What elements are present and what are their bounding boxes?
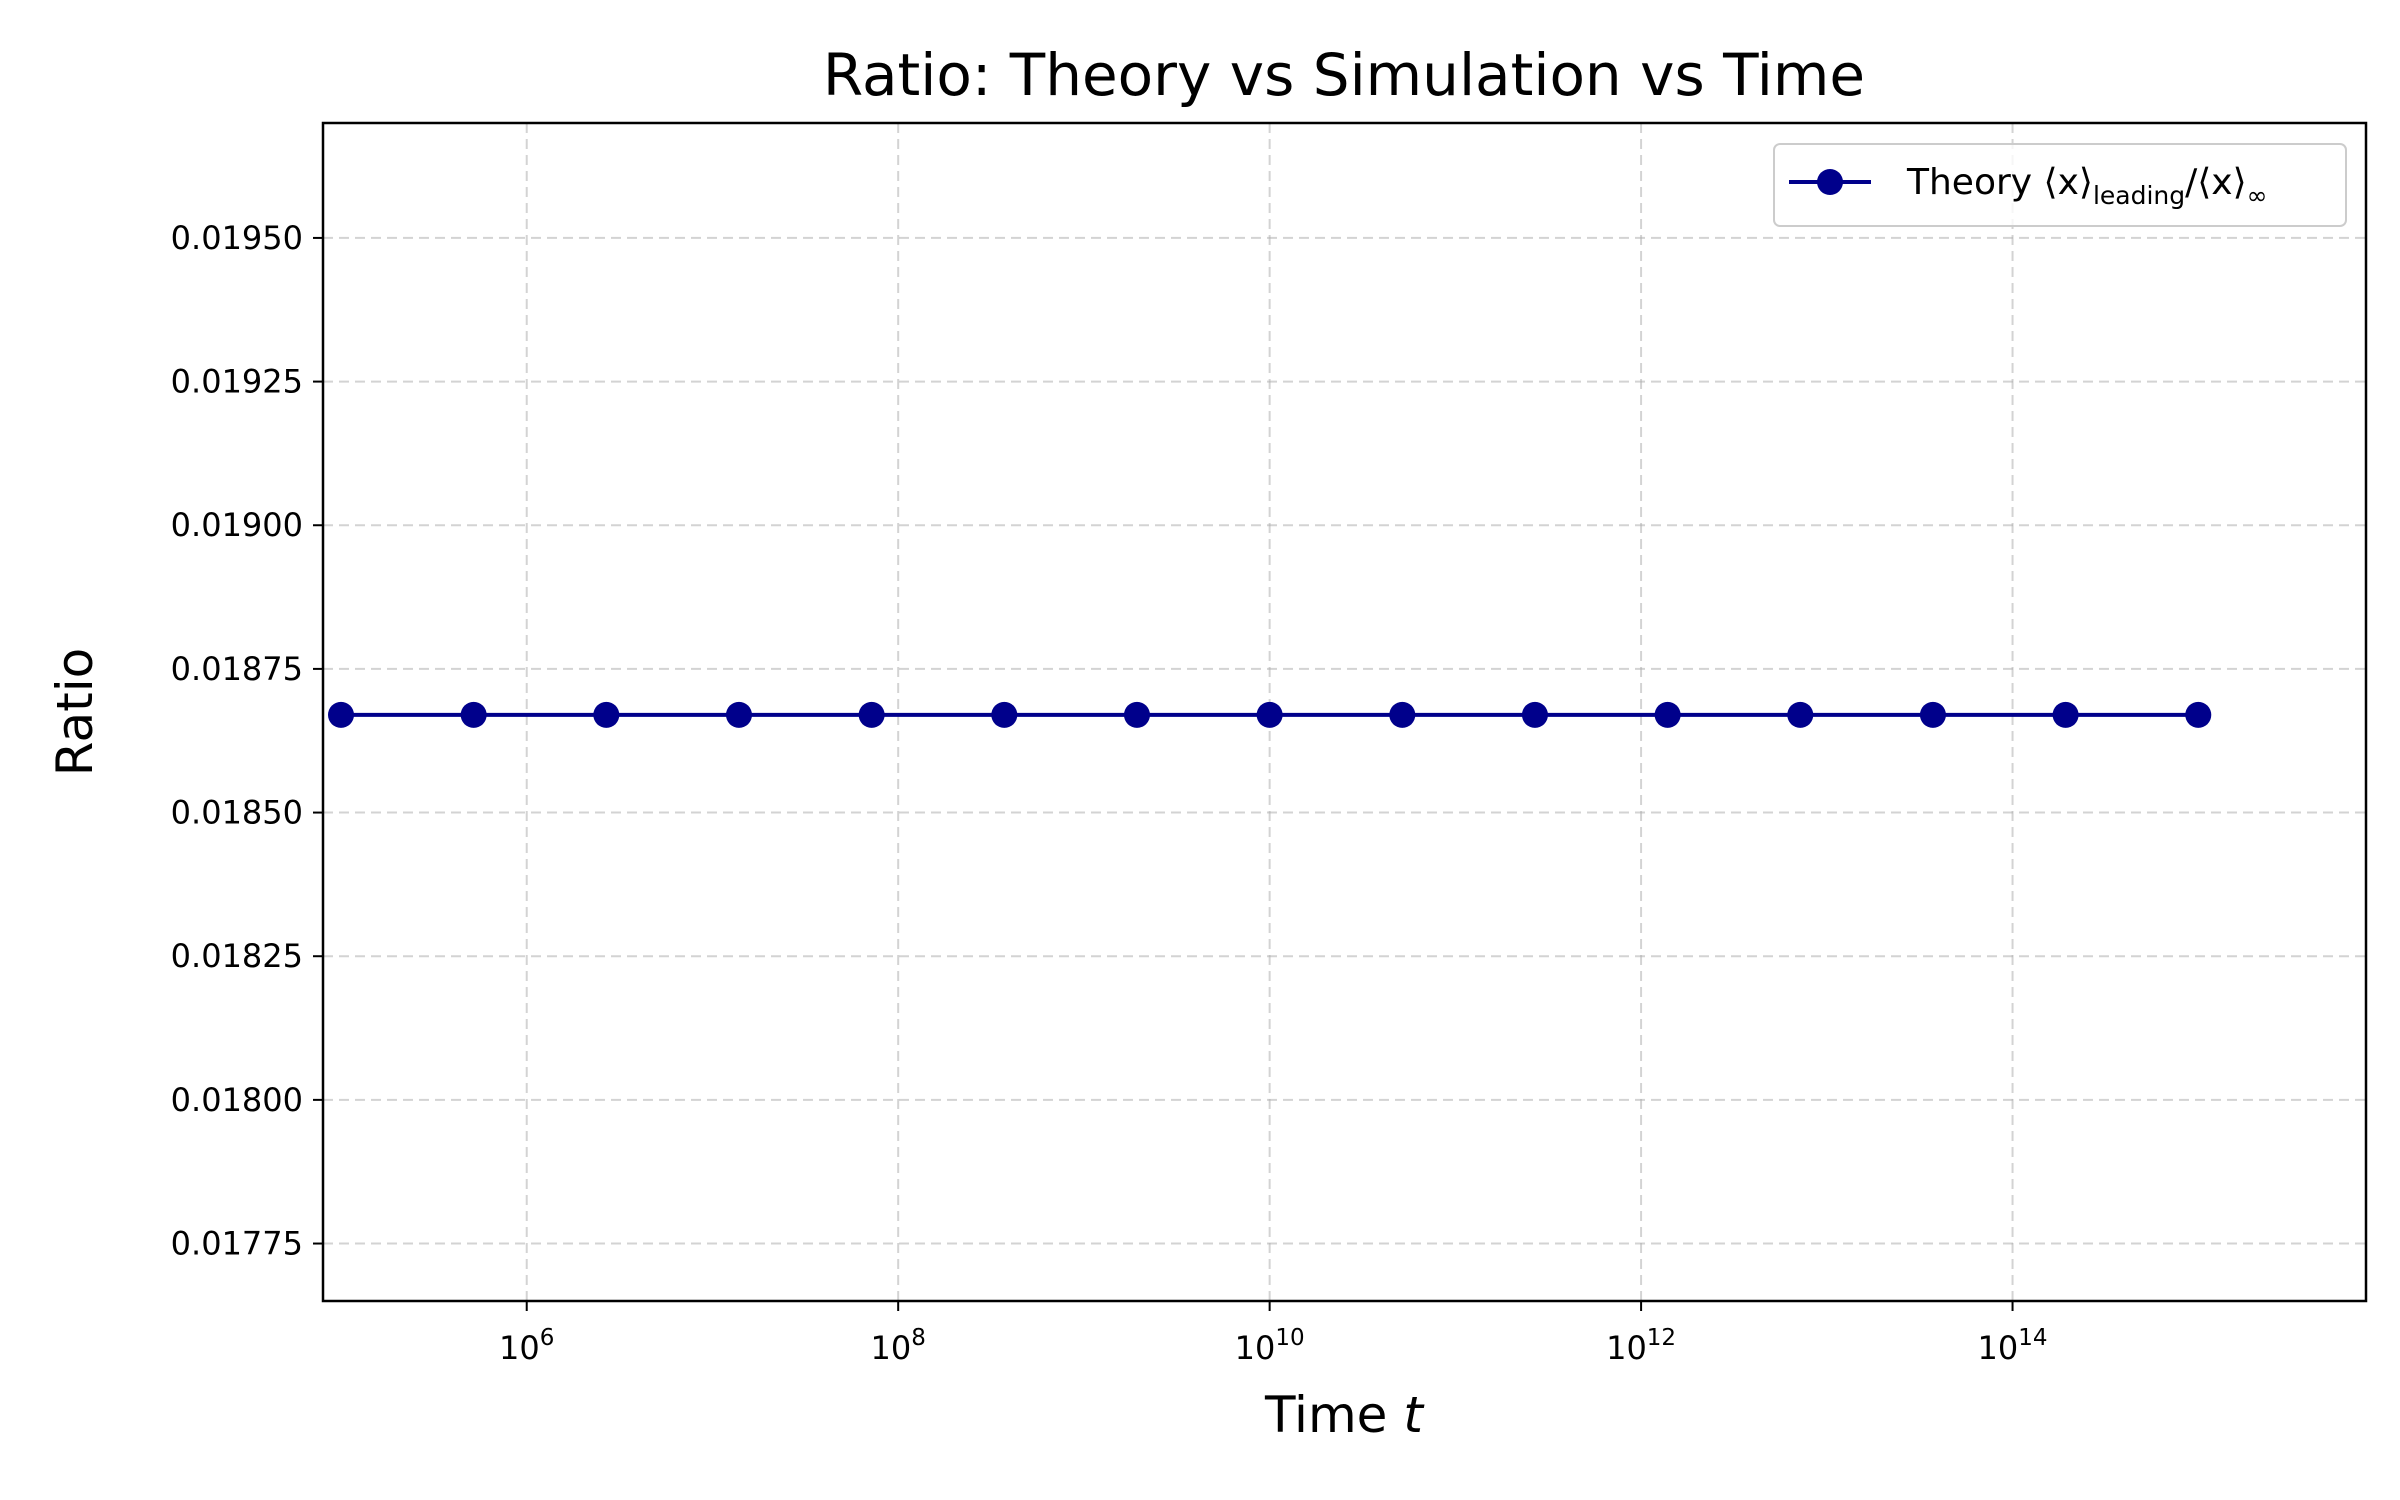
x-axis-label: Time t [1264,1386,1425,1444]
legend-box [1773,143,2347,227]
data-point [2052,701,2079,728]
y-tick-label: 0.01800 [171,1081,303,1119]
y-tick-label: 0.01875 [171,650,303,688]
data-point [2185,701,2212,728]
x-tick-label: 108 [871,1325,926,1367]
plot-frame [321,121,2368,1303]
data-point [1521,701,1548,728]
x-tick-label-exponent: 14 [2018,1325,2047,1351]
y-tick-label: 0.01775 [171,1225,303,1263]
y-tick-label: 0.01900 [171,506,303,544]
y-axis-label: Ratio [46,648,104,776]
y-tick-label: 0.01850 [171,794,303,832]
data-point [1389,701,1416,728]
legend-label-sub-leading: leading [2093,181,2185,210]
data-point [991,701,1018,728]
x-tick-label-base: 10 [871,1329,912,1367]
grid [323,123,2366,1301]
data-point [1123,701,1150,728]
y-tick-label: 0.01825 [171,937,303,975]
data-point [1919,701,1946,728]
data-series [327,701,2212,728]
data-point [1654,701,1681,728]
data-point [725,701,752,728]
data-point [1787,701,1814,728]
x-axis-label-variable: t [1403,1386,1425,1444]
legend-label-mid: /⟨x⟩ [2185,162,2247,203]
data-point [327,701,354,728]
y-axis-ticks: 0.01775 0.01800 0.01825 0.01850 0.01875 0.019… [171,219,323,1263]
x-tick-label-base: 10 [1235,1329,1276,1367]
x-tick-label-exponent: 12 [1647,1325,1676,1351]
y-tick-label: 0.01950 [171,219,303,257]
data-point [593,701,620,728]
y-tick-label: 0.01925 [171,363,303,401]
x-tick-label-exponent: 6 [540,1325,555,1351]
x-tick-label-base: 10 [499,1329,540,1367]
legend-marker-swatch [1817,169,1843,195]
chart-title: Ratio: Theory vs Simulation vs Time [823,41,1865,109]
legend: Theory ⟨x⟩leading/⟨x⟩∞ [1773,143,2347,227]
data-point [858,701,885,728]
x-tick-label: 1012 [1606,1325,1676,1367]
x-tick-label-exponent: 8 [911,1325,926,1351]
legend-label-prefix: Theory ⟨x⟩ [1906,162,2093,203]
x-tick-label: 1010 [1235,1325,1305,1367]
data-point [460,701,487,728]
x-tick-label-base: 10 [1978,1329,2019,1367]
x-axis-label-text: Time [1264,1386,1387,1444]
legend-label: Theory ⟨x⟩leading/⟨x⟩∞ [1906,162,2267,210]
x-axis-ticks: 106 108 1010 1012 1014 [499,1301,2048,1367]
x-tick-label: 106 [499,1325,554,1367]
x-tick-label-exponent: 10 [1275,1325,1304,1351]
legend-label-sub-infinity: ∞ [2247,181,2268,210]
x-tick-label: 1014 [1978,1325,2048,1367]
x-tick-label-base: 10 [1606,1329,1647,1367]
data-point [1256,701,1283,728]
